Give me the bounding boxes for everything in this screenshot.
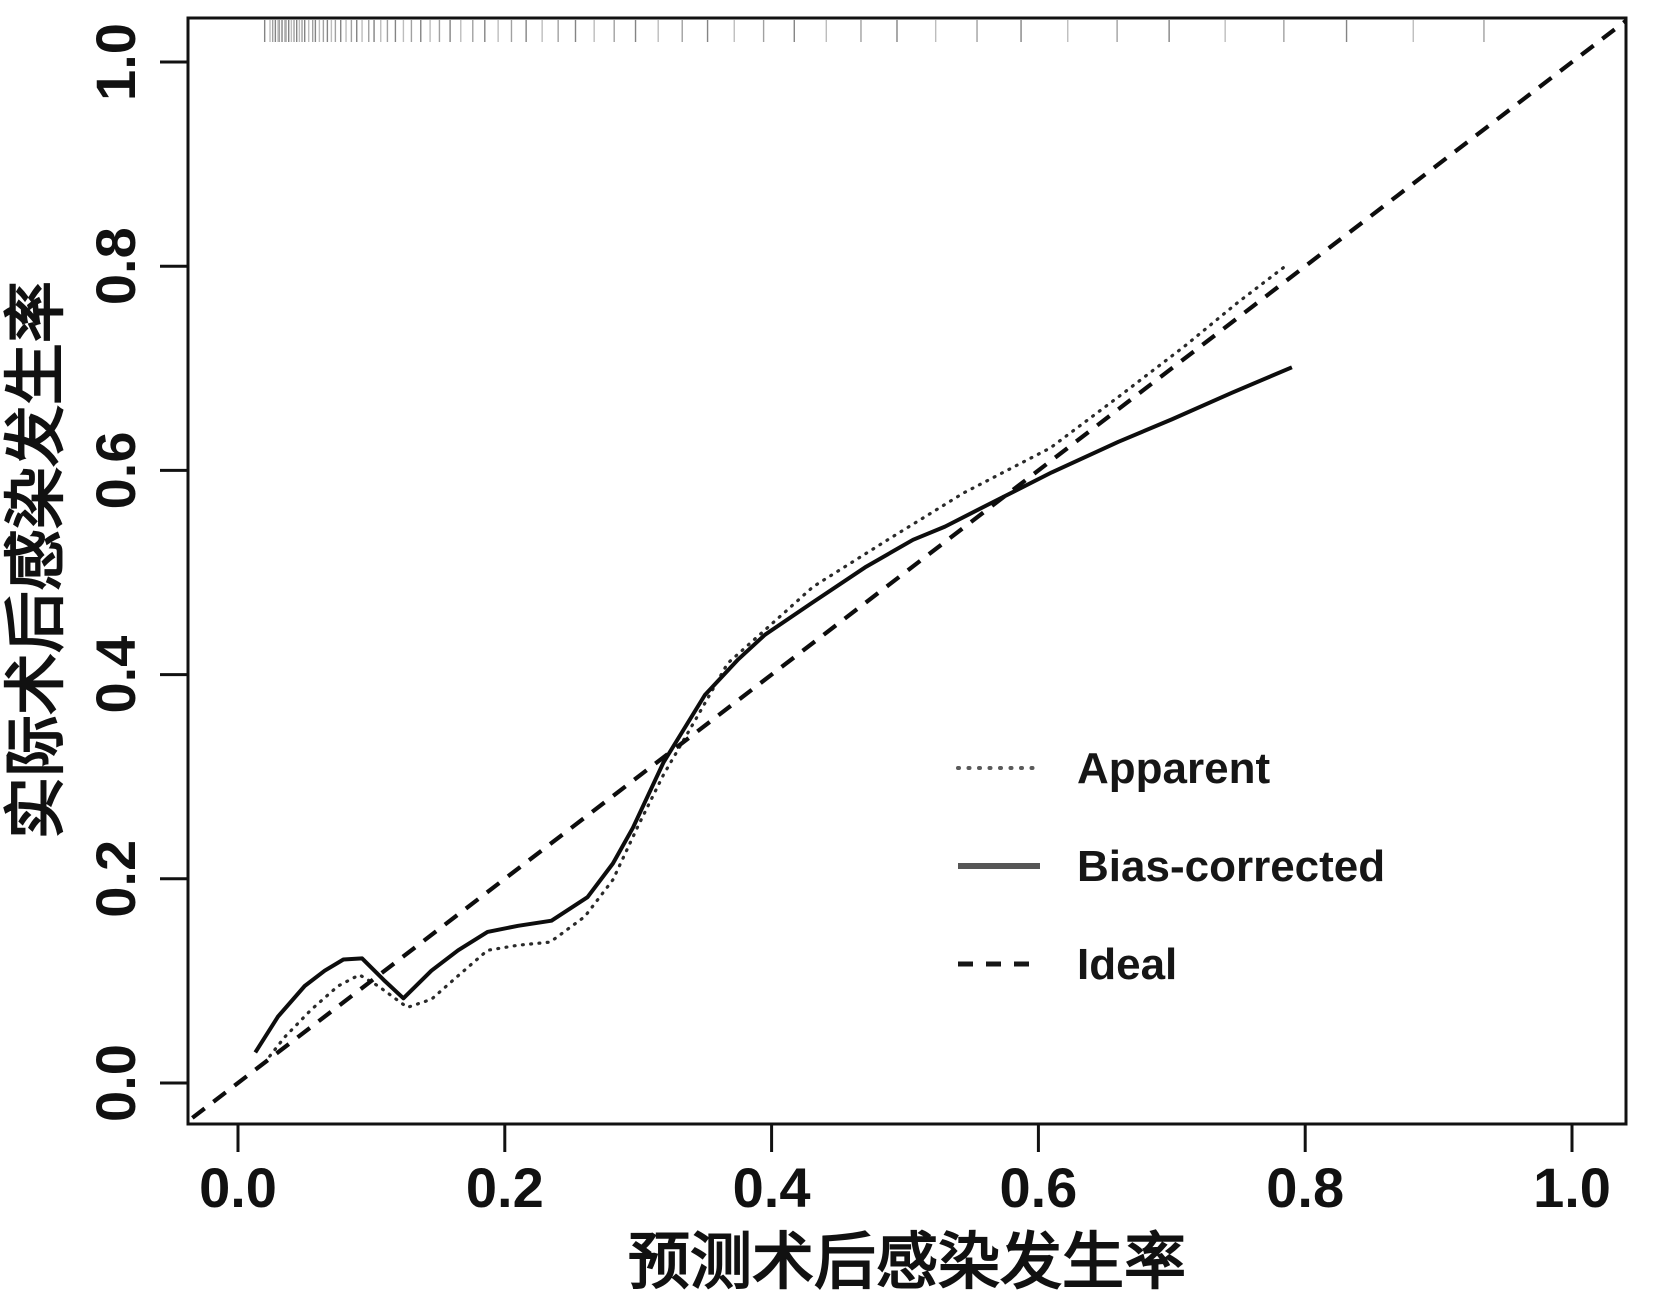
- rug-marks: [263, 20, 1485, 42]
- legend-item-bias-corrected: Bias-corrected: [958, 842, 1385, 891]
- y-tick-label: 0.8: [84, 227, 147, 305]
- legend-label-ideal: Ideal: [1077, 940, 1177, 989]
- legend-label-bias-corrected: Bias-corrected: [1077, 842, 1385, 891]
- legend-item-ideal: Ideal: [958, 940, 1177, 989]
- x-tick-label: 0.8: [1266, 1156, 1344, 1219]
- y-tick-label: 0.6: [84, 431, 147, 509]
- series-apparent: [263, 262, 1290, 1065]
- x-tick-label: 0.0: [199, 1156, 277, 1219]
- y-tick-label: 0.0: [84, 1044, 147, 1122]
- plot-frame: [186, 16, 1628, 1126]
- legend: Apparent Bias-corrected Ideal: [956, 744, 1385, 989]
- legend-item-apparent: Apparent: [956, 744, 1270, 793]
- y-tick-label: 0.4: [84, 636, 147, 714]
- axes: 0.0 0.2 0.4 0.6 0.8 1.0 0.0 0.2 0.4 0.6 0.8 1.0: [84, 23, 1611, 1219]
- x-axis-title: 预测术后感染发生率: [628, 1228, 1186, 1297]
- legend-label-apparent: Apparent: [1077, 744, 1270, 793]
- y-tick-label: 1.0: [84, 23, 147, 101]
- x-tick-label: 1.0: [1533, 1156, 1611, 1219]
- series-ideal: [188, 18, 1626, 1124]
- x-tick-label: 0.4: [733, 1156, 811, 1219]
- y-tick-label: 0.2: [84, 840, 147, 918]
- x-tick-label: 0.2: [466, 1156, 544, 1219]
- series-lines: [188, 18, 1626, 1124]
- y-axis-title: 实际术后感染发生率: [2, 281, 71, 839]
- x-tick-label: 0.6: [999, 1156, 1077, 1219]
